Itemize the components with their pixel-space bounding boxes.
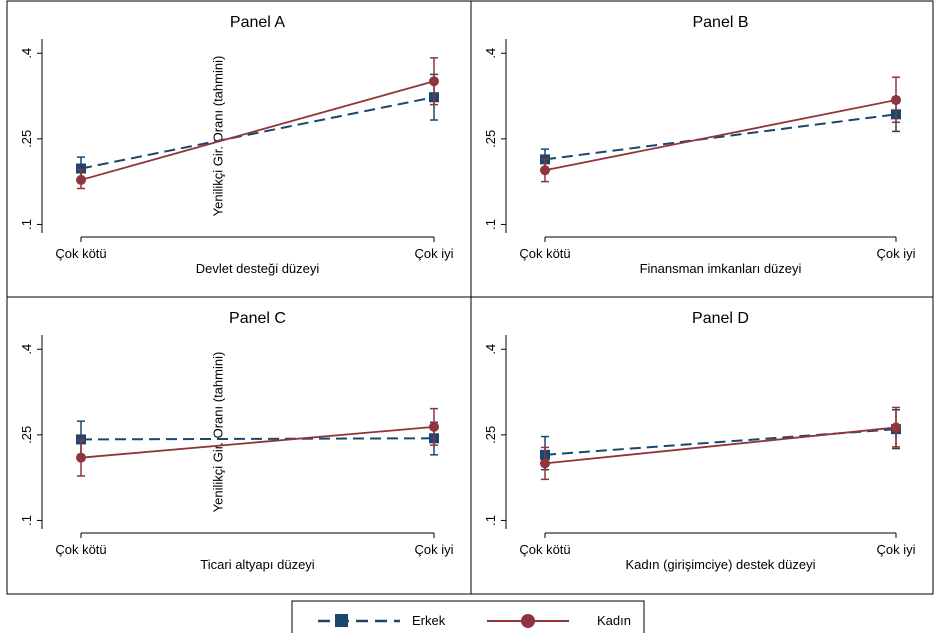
y-tick-label: .25 [19, 130, 34, 148]
y-tick-label: .25 [19, 426, 34, 444]
x-tick-label: Çok iyi [876, 542, 915, 557]
legend-kadin-label: Kadın [597, 613, 631, 628]
x-tick-label: Çok iyi [414, 246, 453, 261]
y-tick-label: .25 [483, 426, 498, 444]
panel-title: Panel A [230, 14, 285, 31]
point-kadin [891, 95, 901, 106]
panel-b: Panel B .1 .25 .4 Çok kötü Çok iyi Finansman i… [470, 0, 934, 298]
panel-title: Panel C [229, 310, 286, 327]
y-tick-label: .1 [483, 219, 498, 230]
point-kadin [429, 76, 439, 87]
legend-erkek-label: Erkek [412, 613, 446, 628]
y-tick-label: .4 [19, 344, 34, 355]
panel-border [6, 0, 472, 298]
y-tick-label: .1 [19, 219, 34, 230]
series-line-erkek [544, 113, 897, 161]
point-kadin [76, 174, 86, 185]
series-line-kadin [80, 425, 435, 459]
x-axis-label: Devlet desteği düzeyi [196, 261, 320, 276]
panel-d: Panel D .1 .25 .4 Çok kötü Çok iyi Kadın (giri… [470, 296, 934, 595]
y-tick-label: .4 [483, 344, 498, 355]
x-axis-label: Finansman imkanları düzeyi [640, 261, 802, 276]
panel-c: Panel C .1 .25 .4 Çok kötü Çok iyi Ticari alty… [6, 296, 472, 595]
panel-border [6, 296, 472, 595]
series-line-erkek [80, 96, 435, 170]
panel-title: Panel D [692, 310, 749, 327]
point-kadin [540, 458, 550, 469]
point-kadin [429, 421, 439, 432]
x-tick-label: Çok iyi [414, 542, 453, 557]
point-kadin [76, 452, 86, 463]
panels: Panel A .1 .25 .4 Çok kötü Çok iyi Devlet dest… [6, 0, 934, 595]
legend-erkek-marker [335, 614, 348, 627]
panel-title: Panel B [692, 14, 748, 31]
x-tick-label: Çok iyi [876, 246, 915, 261]
legend: Erkek Kadın [291, 600, 645, 633]
x-tick-label: Çok kötü [55, 542, 106, 557]
y-tick-label: .1 [483, 515, 498, 526]
series-line-kadin [80, 80, 435, 181]
point-kadin [891, 422, 901, 433]
x-tick-label: Çok kötü [519, 246, 570, 261]
panel-border [470, 296, 934, 595]
x-tick-label: Çok kötü [55, 246, 106, 261]
legend-box [291, 600, 645, 633]
panel-a: Panel A .1 .25 .4 Çok kötü Çok iyi Devlet dest… [6, 0, 472, 298]
y-axis-label: Yenilikçi Gir. Oranı (tahmini) [211, 352, 226, 513]
legend-kadin-marker [521, 614, 535, 628]
x-axis-label: Ticari altyapı düzeyi [200, 557, 315, 572]
series-line-kadin [544, 99, 897, 172]
y-tick-label: .4 [483, 48, 498, 59]
x-axis-label: Kadın (girişimciye) destek düzeyi [625, 557, 815, 572]
series-line-kadin [544, 426, 897, 465]
point-kadin [540, 165, 550, 176]
y-tick-label: .4 [19, 48, 34, 59]
x-tick-label: Çok kötü [519, 542, 570, 557]
y-tick-label: .1 [19, 515, 34, 526]
y-tick-label: .25 [483, 130, 498, 148]
point-erkek [76, 163, 86, 174]
series-line-erkek [80, 437, 435, 441]
y-axis-label: Yenilikçi Gir. Oranı (tahmini) [211, 56, 226, 217]
